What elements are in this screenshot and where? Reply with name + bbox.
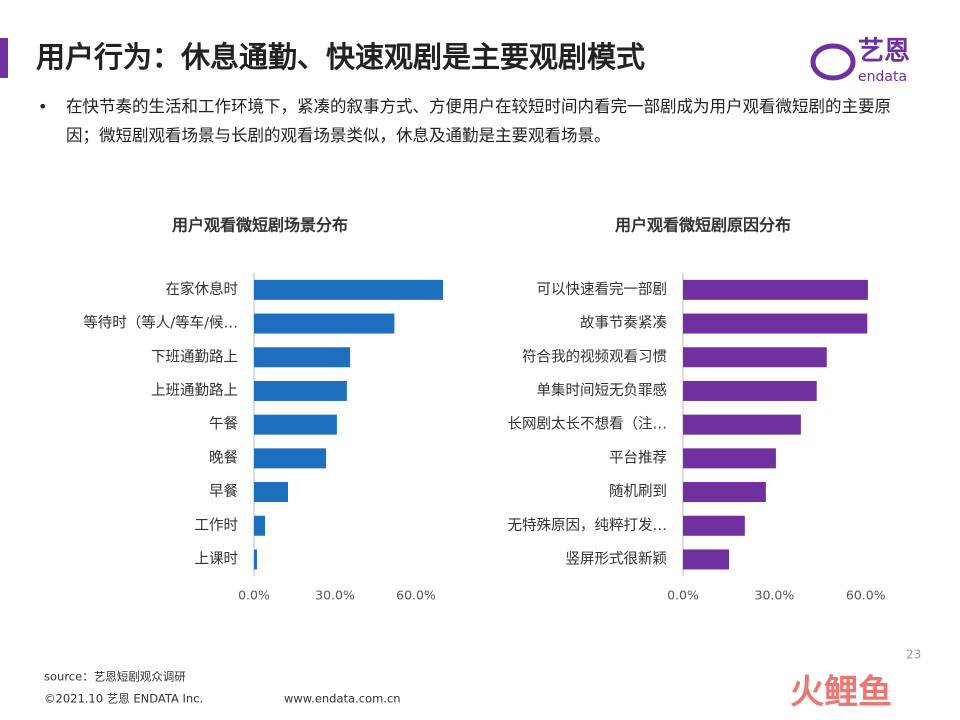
bar: [254, 313, 395, 334]
slide-title: 用户行为：休息通勤、快速观剧是主要观剧模式: [36, 40, 645, 74]
bar: [683, 549, 729, 570]
y-tick-label: 可以快速看完一部剧: [537, 281, 668, 298]
logo-mark: [810, 43, 856, 81]
y-tick-label: 竖屏形式很新颖: [566, 550, 668, 567]
bar: [683, 448, 776, 469]
y-tick-label: 符合我的视频观看习惯: [522, 348, 667, 365]
x-tick-label: 0.0%: [667, 588, 699, 603]
bar: [254, 549, 257, 570]
bar: [683, 279, 868, 300]
y-tick-label: 上课时: [195, 550, 239, 567]
x-tick-label: 60.0%: [846, 588, 886, 603]
bar: [254, 448, 327, 469]
y-tick-label: 晚餐: [209, 449, 238, 466]
bar: [254, 279, 443, 300]
page-number: 23: [906, 648, 921, 662]
chart-title: 用户观看微短剧场景分布: [172, 216, 348, 235]
bar: [254, 347, 351, 368]
bar: [683, 414, 801, 435]
y-tick-label: 故事节奏紧凑: [580, 315, 667, 332]
y-tick-label: 工作时: [195, 517, 239, 534]
y-tick-label: 随机刷到: [609, 483, 667, 500]
source: source：艺恩短剧观众调研: [44, 670, 186, 684]
bullet-text: 在快节奏的生活和工作环境下，紧凑的叙事方式、方便用户在较短时间内看完一部剧成为用…: [66, 97, 891, 145]
y-tick-label: 单集时间短无负罪感: [537, 382, 668, 399]
y-tick-label: 下班通勤路上: [151, 348, 238, 365]
bullet-dot: •: [38, 97, 48, 116]
y-tick-label: 在家休息时: [166, 281, 239, 298]
bar: [683, 313, 868, 334]
logo-text: 艺恩: [858, 37, 910, 67]
bar: [254, 414, 337, 435]
bar: [254, 482, 289, 503]
bar: [683, 515, 745, 536]
y-tick-label: 平台推荐: [609, 449, 667, 466]
y-tick-label: 上班通勤路上: [151, 382, 238, 399]
chart-title: 用户观看微短剧原因分布: [615, 216, 791, 235]
bar: [254, 380, 347, 401]
x-tick-label: 60.0%: [396, 588, 436, 603]
bar: [254, 515, 266, 536]
y-tick-label: 无特殊原因，纯粹打发…: [508, 517, 668, 534]
bar: [683, 347, 827, 368]
x-tick-label: 30.0%: [755, 588, 795, 603]
url: www.endata.com.cn: [284, 692, 401, 706]
copyright: ©2021.10 艺恩 ENDATA Inc.: [44, 692, 203, 706]
y-tick-label: 长网剧太长不想看（注…: [508, 416, 668, 433]
bar: [683, 380, 817, 401]
title-accent: [0, 38, 8, 78]
x-tick-label: 0.0%: [238, 588, 270, 603]
y-tick-label: 午餐: [209, 416, 238, 433]
y-tick-label: 早餐: [209, 483, 238, 500]
bar: [683, 482, 766, 503]
y-tick-label: 等待时（等人/等车/候…: [83, 314, 238, 332]
watermark: 火鲤鱼: [790, 673, 892, 713]
x-tick-label: 30.0%: [315, 588, 355, 603]
logo-sub: endata: [858, 69, 907, 85]
